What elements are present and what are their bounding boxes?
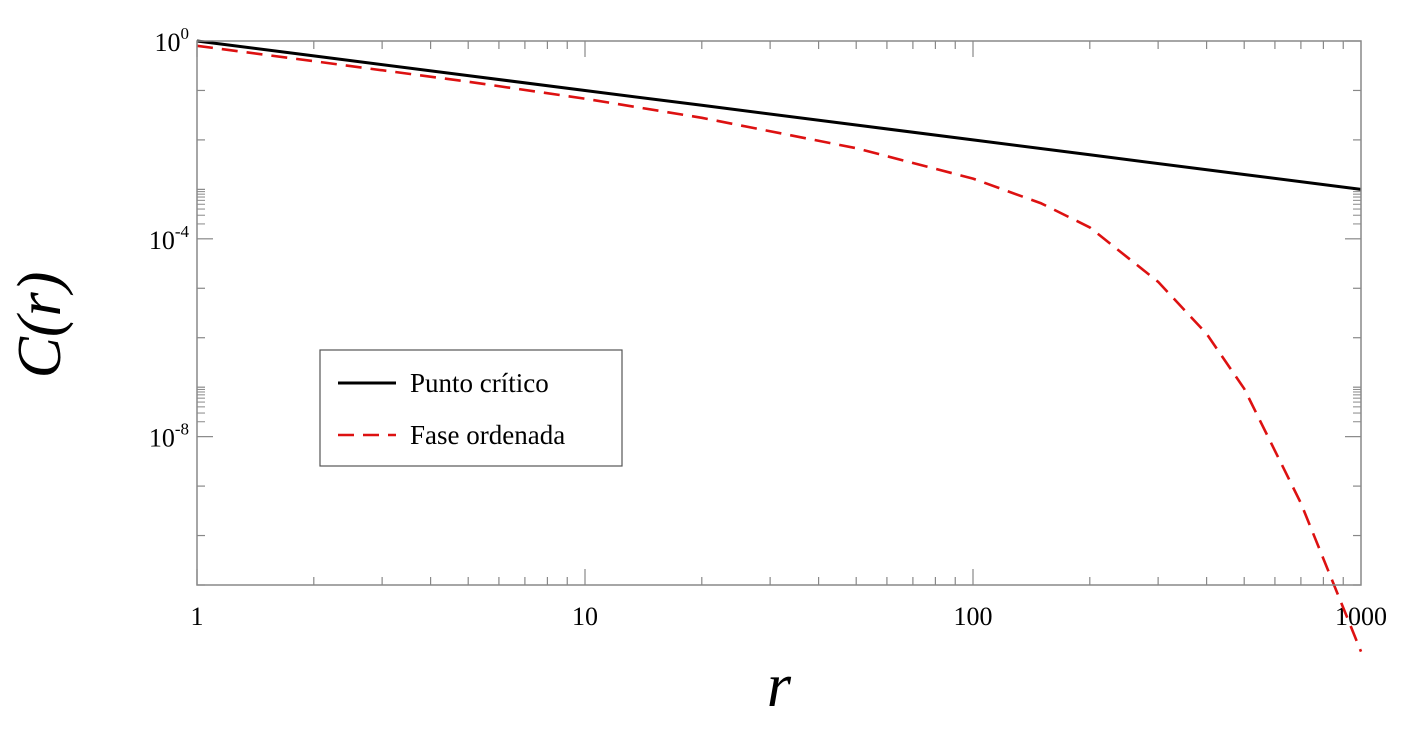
y-tick-label: 10-8: [149, 420, 189, 453]
y-tick-exponent: -4: [175, 222, 190, 241]
series-layer: [196, 39, 1363, 653]
series-line-1: [196, 44, 1363, 653]
legend-box: [319, 349, 623, 467]
y-tick-exponent: 0: [181, 24, 190, 43]
x-tick-label: 1: [191, 602, 204, 631]
y-tick-label: 10-4: [149, 222, 190, 255]
y-tick-label: 100: [155, 24, 190, 57]
y-tick-base: 10: [149, 424, 175, 453]
axis-ticks: [196, 40, 1361, 586]
y-tick-base: 10: [155, 28, 181, 57]
y-tick-base: 10: [149, 226, 175, 255]
series-line-0: [196, 39, 1362, 191]
x-axis-title: r: [767, 652, 792, 720]
legend: Punto crítico Fase ordenada: [319, 349, 623, 467]
x-tick-labels: 1 10 100 1000: [191, 602, 1388, 631]
x-tick-label: 10: [572, 602, 598, 631]
plot-frame: [196, 40, 1362, 586]
legend-label-fase-ordenada: Fase ordenada: [410, 420, 565, 450]
x-tick-label: 100: [954, 602, 993, 631]
y-axis-title: C(r): [6, 272, 74, 379]
y-tick-exponent: -8: [175, 420, 189, 439]
legend-label-punto-critico: Punto crítico: [410, 368, 549, 398]
